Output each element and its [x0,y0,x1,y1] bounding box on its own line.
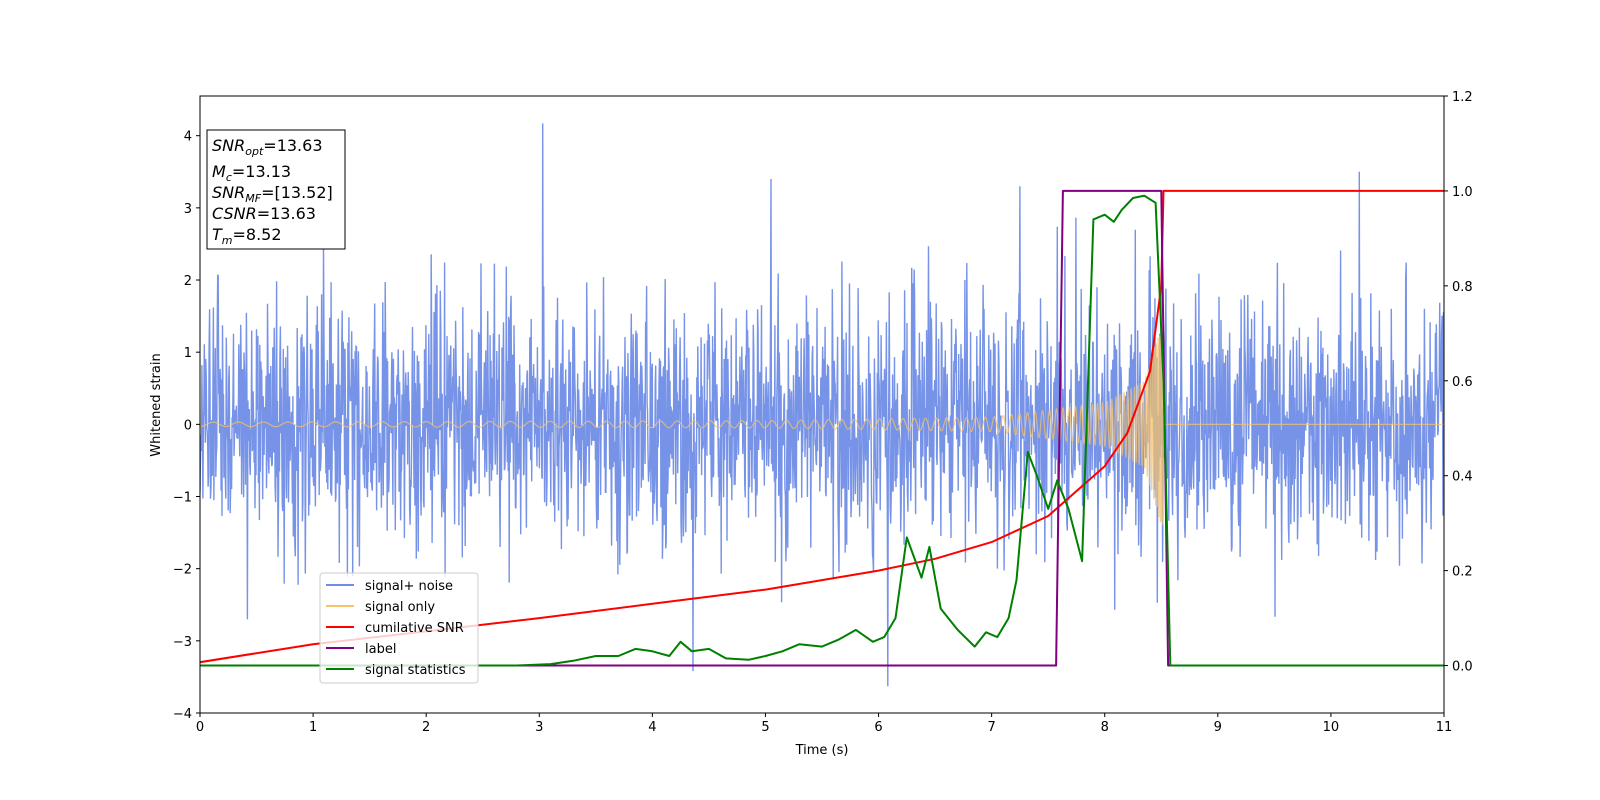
legend-label-signal-only: signal only [365,600,435,615]
x-axis-label: Time (s) [795,743,849,758]
y-axis-label: Whitened strain [149,353,164,456]
legend-label-label: label [365,642,396,657]
x-tick-label-1: 1 [309,720,317,735]
plot-area [200,123,1444,687]
y-tick-label-3: −1 [173,491,192,506]
signal-only-series [200,325,1444,526]
y2-tick-label-5: 1.0 [1452,185,1473,200]
x-tick-label-9: 9 [1214,720,1222,735]
y-tick-label-0: −4 [173,707,192,722]
legend-label-cumulative-snr: cumilative SNR [365,621,464,636]
y2-tick-label-0: 0.0 [1452,660,1473,675]
x-tick-label-6: 6 [874,720,882,735]
signal-plus-noise-line [200,123,1444,687]
annotation-box [206,129,346,250]
annotation-tm: Tm=8.52 [212,225,282,247]
x-tick-label-10: 10 [1323,720,1340,735]
cumulative-snr-line [200,189,1444,664]
x-tick-label-7: 7 [987,720,995,735]
y-tick-label-7: 3 [184,202,192,217]
y-tick-label-8: 4 [184,130,192,145]
x-tick-label-0: 0 [196,720,204,735]
annotation-snr-opt: SNRopt=13.63 [212,136,323,158]
legend-box [319,572,479,684]
x-tick-label-5: 5 [761,720,769,735]
legend-label-signal-noise: signal+ noise [365,579,453,594]
y2-axis-ticks: 0.0 0.2 0.4 0.6 0.8 1.0 1.2 [1444,90,1473,675]
x-tick-label-11: 11 [1436,720,1453,735]
x-tick-label-3: 3 [535,720,543,735]
annotation-csnr: CSNR=13.63 [212,204,316,223]
x-tick-label-2: 2 [422,720,430,735]
legend-label-signal-statistics: signal statistics [365,663,466,678]
y-axis-ticks: −4 −3 −2 −1 0 1 2 3 4 [173,130,200,722]
y2-tick-label-1: 0.2 [1452,565,1473,580]
signal-only-line [200,325,1444,526]
signal-plus-noise-series [200,123,1444,687]
y-tick-label-1: −3 [173,635,192,650]
y2-tick-label-4: 0.8 [1452,280,1473,295]
y-tick-label-5: 1 [184,346,192,361]
y2-tick-label-3: 0.6 [1452,375,1473,390]
x-tick-label-4: 4 [648,720,656,735]
signal-statistics-line [200,194,1444,667]
x-axis-ticks: 0 1 2 3 4 5 6 7 8 9 10 11 [196,713,1452,735]
y-tick-label-6: 2 [184,274,192,289]
x-tick-label-8: 8 [1101,720,1109,735]
y-tick-label-2: −2 [173,563,192,578]
annotation-snr-mf: SNRMF=[13.52] [212,183,333,205]
axes-frame [199,95,1445,714]
annotation-mc: Mc=13.13 [212,162,291,184]
signal-statistics-series [200,194,1444,667]
legend: signal+ noise signal only cumilative SNR… [319,572,479,684]
y2-tick-label-6: 1.2 [1452,90,1473,105]
y-tick-label-4: 0 [184,418,192,433]
cumulative-snr-series [200,189,1444,664]
metrics-annotation: SNRopt=13.63 Mc=13.13 SNRMF=[13.52] CSNR… [206,129,346,250]
y2-tick-label-2: 0.4 [1452,470,1473,485]
